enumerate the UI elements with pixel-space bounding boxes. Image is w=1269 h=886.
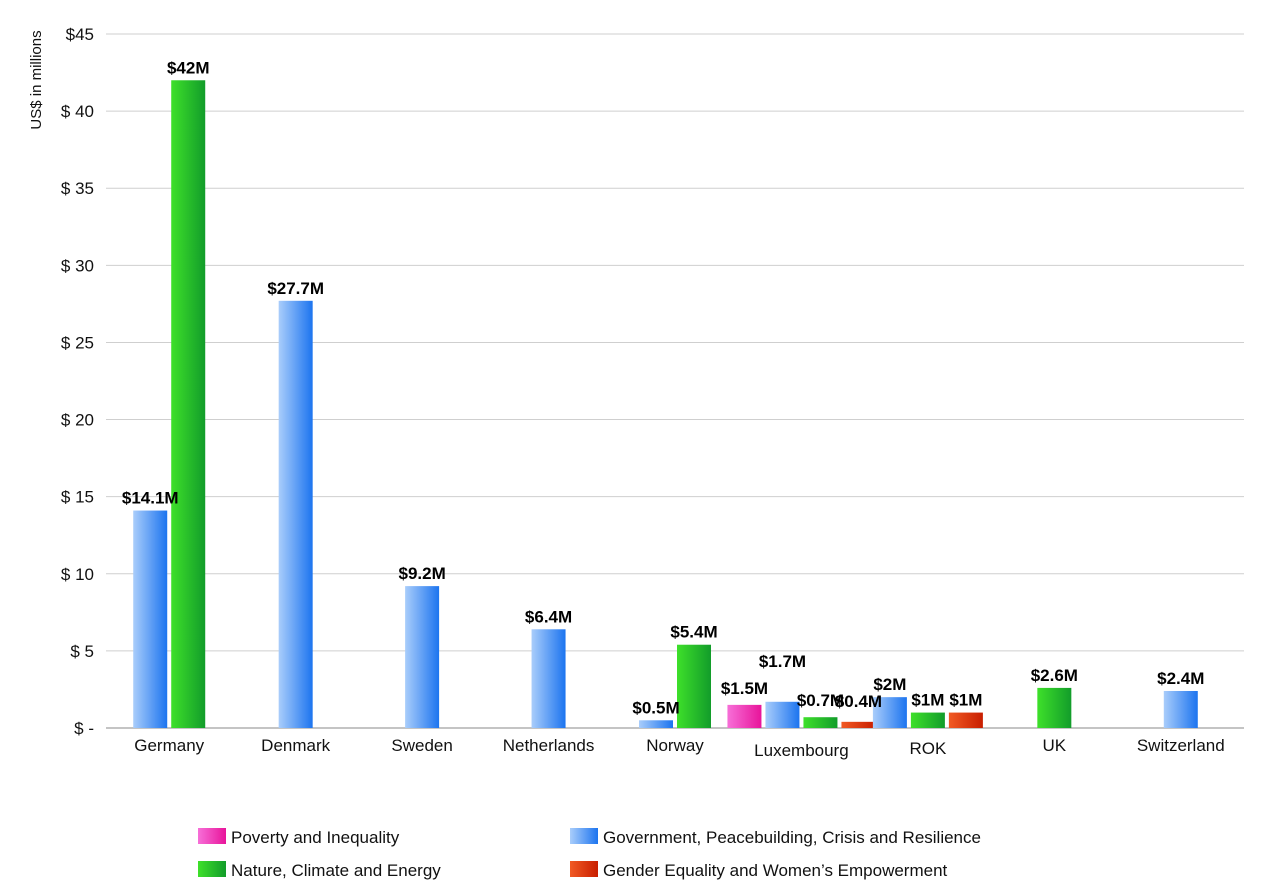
data-label: $0.5M — [632, 698, 679, 717]
category-label: Norway — [646, 736, 704, 755]
legend-label: Government, Peacebuilding, Crisis and Re… — [603, 828, 981, 847]
y-tick-label: $ 15 — [61, 488, 94, 507]
bar — [948, 712, 983, 728]
bar — [405, 586, 440, 728]
category-label: Switzerland — [1137, 736, 1225, 755]
data-label: $0.4M — [835, 692, 882, 711]
data-label: $6.4M — [525, 607, 572, 626]
legend-swatch — [198, 861, 226, 877]
y-tick-label: $ 40 — [61, 102, 94, 121]
bars — [133, 80, 1198, 729]
category-label: Denmark — [261, 736, 330, 755]
category-label: Germany — [134, 736, 204, 755]
legend-label: Gender Equality and Women’s Empowerment — [603, 861, 948, 880]
data-label: $1.7M — [759, 652, 806, 671]
bar — [1163, 690, 1198, 728]
x-axis: Germany Denmark Sweden Netherlands Norway Lux… — [134, 736, 1224, 760]
y-tick-label: $ 35 — [61, 179, 94, 198]
legend: Poverty and Inequality Government, Peaceb… — [198, 828, 981, 880]
y-tick-label: $ 30 — [61, 256, 94, 275]
data-labels: $14.1M $42M $27.7M $9.2M $6.4M $0.5M $5.4M $1.5… — [122, 58, 1205, 717]
data-label: $2.4M — [1157, 669, 1204, 688]
category-label: Luxembourg — [754, 741, 849, 760]
legend-label: Poverty and Inequality — [231, 828, 400, 847]
data-label: $2M — [873, 675, 906, 694]
y-tick-label: $ - — [74, 719, 94, 738]
category-label: UK — [1043, 736, 1067, 755]
y-tick-label: $45 — [66, 25, 94, 44]
data-label: $1.5M — [721, 679, 768, 698]
y-axis-title: US$ in millions — [28, 30, 45, 129]
category-label: Netherlands — [503, 736, 595, 755]
category-label: ROK — [909, 739, 947, 758]
y-tick-label: $ 5 — [70, 642, 94, 661]
data-label: $1M — [911, 691, 944, 710]
data-label: $14.1M — [122, 489, 179, 508]
y-tick-label: $ 10 — [61, 565, 94, 584]
bar — [1037, 687, 1072, 728]
bar — [171, 80, 206, 729]
data-label: $27.7M — [267, 279, 324, 298]
bar — [765, 701, 800, 728]
y-axis: $ - $ 5 $ 10 $ 15 $ 20 $ 25 $ 30 $ 35 $ 40 $45 — [61, 25, 94, 738]
bar — [841, 721, 876, 728]
bar — [133, 510, 168, 728]
bar — [872, 697, 907, 728]
data-label: $9.2M — [398, 564, 445, 583]
y-tick-label: $ 25 — [61, 333, 94, 352]
data-label: $1M — [949, 691, 982, 710]
bar — [639, 720, 673, 728]
category-label: Sweden — [391, 736, 452, 755]
bar — [803, 717, 838, 728]
bar — [677, 644, 711, 728]
legend-swatch — [570, 828, 598, 844]
y-tick-label: $ 20 — [61, 411, 94, 430]
legend-label: Nature, Climate and Energy — [231, 861, 441, 880]
bar — [727, 704, 762, 728]
legend-swatch — [198, 828, 226, 844]
legend-swatch — [570, 861, 598, 877]
bar — [910, 712, 945, 728]
bar — [531, 629, 566, 728]
bar — [278, 300, 313, 728]
data-label: $5.4M — [670, 623, 717, 642]
data-label: $2.6M — [1031, 666, 1078, 685]
data-label: $42M — [167, 58, 210, 77]
data-label: $0.7M — [797, 691, 844, 710]
